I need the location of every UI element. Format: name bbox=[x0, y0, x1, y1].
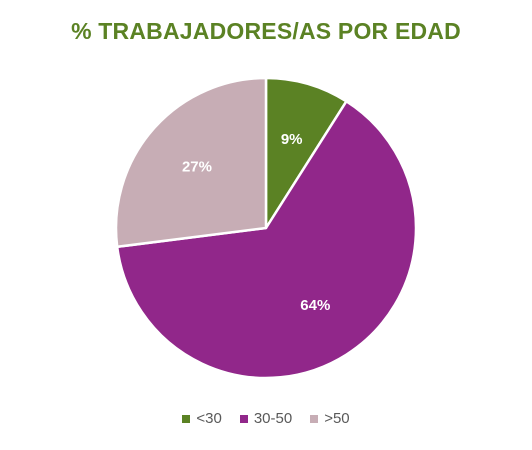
legend-item-30-50: 30-50 bbox=[239, 410, 293, 427]
legend-swatch-over-50 bbox=[310, 414, 319, 423]
legend-label-under-30: <30 bbox=[196, 410, 222, 427]
pie-slices bbox=[114, 76, 418, 380]
chart-title: % TRABAJADORES/AS POR EDAD bbox=[71, 18, 461, 44]
pie-slice-under-30 bbox=[264, 76, 348, 230]
pie-data-labels: 9% 64% 27% bbox=[182, 131, 330, 314]
data-label-over-50: 27% bbox=[182, 159, 212, 176]
legend-item-under-30: <30 bbox=[182, 410, 222, 427]
legend-item-over-50: >50 bbox=[310, 410, 350, 427]
pie-slice-over-50 bbox=[114, 76, 268, 249]
pie-slice-30-50 bbox=[115, 100, 418, 380]
data-label-30-50: 64% bbox=[300, 297, 330, 314]
legend-label-30-50: 30-50 bbox=[253, 410, 293, 427]
legend-swatch-under-30 bbox=[182, 414, 191, 423]
legend-swatch-30-50 bbox=[239, 414, 248, 423]
legend-label-over-50: >50 bbox=[324, 410, 350, 427]
data-label-under-30: 9% bbox=[281, 131, 303, 148]
legend: <30 30-50 >50 bbox=[0, 410, 532, 427]
